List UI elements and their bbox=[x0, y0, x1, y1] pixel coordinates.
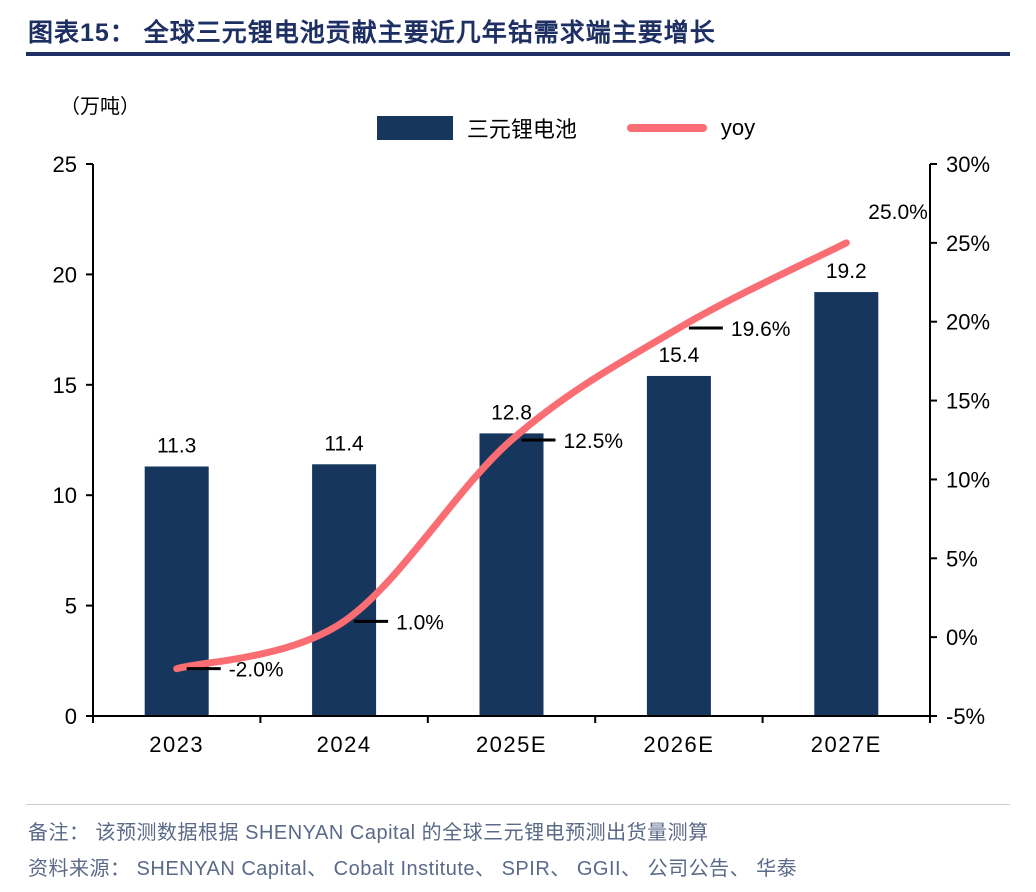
legend-line-swatch bbox=[626, 124, 707, 132]
svg-text:25.0%: 25.0% bbox=[868, 201, 928, 224]
svg-text:5: 5 bbox=[65, 594, 77, 619]
svg-text:19.6%: 19.6% bbox=[731, 318, 791, 341]
legend-line-label: yoy bbox=[720, 115, 756, 140]
svg-text:1.0%: 1.0% bbox=[396, 611, 444, 634]
svg-text:2027E: 2027E bbox=[811, 732, 882, 757]
svg-text:15: 15 bbox=[53, 373, 77, 398]
svg-text:2024: 2024 bbox=[317, 732, 372, 757]
svg-text:12.5%: 12.5% bbox=[564, 430, 624, 453]
svg-text:-2.0%: -2.0% bbox=[229, 659, 284, 682]
svg-text:25%: 25% bbox=[946, 231, 990, 256]
svg-text:2025E: 2025E bbox=[476, 732, 547, 757]
svg-text:5%: 5% bbox=[946, 546, 978, 571]
svg-text:11.4: 11.4 bbox=[324, 432, 364, 455]
combo-chart: 11.3 11.4 12.8 15.4 19.2 -2.0% 1.0% 12.5% 19.6% 2… bbox=[53, 152, 991, 757]
svg-text:0: 0 bbox=[65, 704, 77, 729]
svg-text:2023: 2023 bbox=[149, 732, 204, 757]
svg-text:2026E: 2026E bbox=[643, 732, 714, 757]
legend-bar-swatch bbox=[376, 116, 453, 140]
svg-text:20: 20 bbox=[53, 262, 77, 287]
svg-text:15.4: 15.4 bbox=[658, 344, 699, 367]
svg-text:25: 25 bbox=[53, 152, 77, 177]
svg-text:15%: 15% bbox=[946, 389, 990, 414]
svg-text:11.3: 11.3 bbox=[157, 434, 196, 457]
svg-text:19.2: 19.2 bbox=[826, 260, 867, 283]
svg-text:20%: 20% bbox=[946, 310, 990, 335]
svg-text:0%: 0% bbox=[946, 625, 978, 650]
svg-text:30%: 30% bbox=[946, 152, 990, 177]
svg-text:12.8: 12.8 bbox=[491, 401, 532, 424]
left-axis-unit-label: （万吨） bbox=[60, 96, 140, 118]
title-underline bbox=[26, 52, 1010, 56]
legend-bar-label: 三元锂电池 bbox=[466, 117, 577, 142]
svg-text:10: 10 bbox=[53, 483, 77, 508]
svg-text:10%: 10% bbox=[946, 467, 990, 492]
footer-divider bbox=[26, 804, 1010, 805]
svg-text:-5%: -5% bbox=[946, 704, 985, 729]
legend: 三元锂电池 yoy bbox=[48, 112, 1036, 144]
figure-title: 图表15： 全球三元锂电池贡献主要近几年钴需求端主要增长 bbox=[28, 19, 716, 47]
footnote: 备注： 该预测数据根据 SHENYAN Capital 的全球三元锂电预测出货量… bbox=[28, 822, 709, 844]
source-note: 资料来源： SHENYAN Capital、 Cobalt Institute、… bbox=[28, 858, 798, 880]
